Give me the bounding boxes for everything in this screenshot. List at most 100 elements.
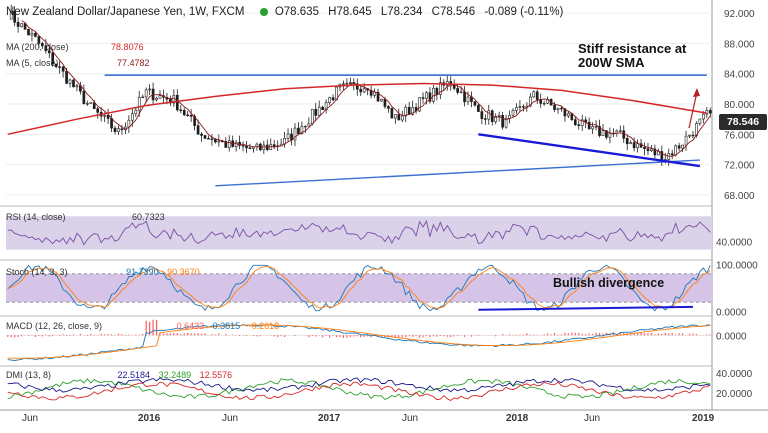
macd-hist-bar <box>191 333 192 335</box>
macd-hist-bar <box>239 335 240 336</box>
candle-body <box>560 108 562 109</box>
candle-body <box>536 92 538 100</box>
macd-hist-bar <box>436 335 437 336</box>
chart-header: New Zealand Dollar/Japanese Yen, 1W, FXC… <box>6 6 569 18</box>
macd-hist-bar <box>225 334 226 335</box>
macd-hist-bar <box>232 335 233 336</box>
candle-body <box>218 141 220 142</box>
macd-hist-bar <box>544 334 545 335</box>
macd-hist-bar <box>426 335 427 336</box>
dmi-legend[interactable]: DMI (13, 8) 22.5184 32.2489 12.5576 <box>6 370 232 380</box>
macd-hist-bar <box>253 335 254 336</box>
macd-legend[interactable]: MACD (12, 26, close, 9) 0.6433 0.3815 -0… <box>6 321 279 331</box>
candle-body <box>245 146 247 148</box>
macd-hist-bar <box>63 334 64 335</box>
candle-body <box>374 92 376 95</box>
macd-hist-bar <box>339 335 340 337</box>
macd-hist-bar <box>585 334 586 335</box>
candle-body <box>187 115 189 116</box>
time-tick-label: 2019 <box>692 413 715 424</box>
macd-hist-bar <box>104 334 105 335</box>
macd-hist-bar <box>561 334 562 335</box>
macd-hist-bar <box>59 335 60 336</box>
time-tick-label: 2018 <box>506 413 529 424</box>
macd-hist-bar <box>526 333 527 335</box>
macd-hist-bar <box>661 334 662 335</box>
macd-line-value: 0.3815 <box>213 321 241 331</box>
candle-body <box>315 109 317 115</box>
candle-body <box>498 115 500 116</box>
candle-body <box>709 110 711 113</box>
candle-body <box>311 109 313 123</box>
macd-hist-bar <box>509 334 510 335</box>
macd-hist-bar <box>523 335 524 336</box>
candle-body <box>595 126 597 127</box>
candle-body <box>643 147 645 148</box>
price-tick-label: 92.000 <box>724 9 755 20</box>
macd-hist-bar <box>530 335 531 336</box>
macd-hist-bar <box>177 333 178 335</box>
candle-body <box>93 103 95 109</box>
macd-hist-bar <box>429 335 430 337</box>
candle-body <box>235 142 237 146</box>
candle-body <box>515 107 517 110</box>
candle-body <box>519 106 521 107</box>
candle-body <box>76 86 78 87</box>
dmi-plus-value: 22.5184 <box>118 370 151 380</box>
candle-body <box>553 105 555 109</box>
candle-body <box>699 119 701 123</box>
price-tick-label: 68.000 <box>724 191 755 202</box>
rsi-legend[interactable]: RSI (14, close) 60.7323 <box>6 212 165 222</box>
time-tick-label: 2016 <box>138 413 161 424</box>
macd-hist-bar <box>409 335 410 336</box>
candle-body <box>671 154 673 155</box>
ohlc-low: L78.234 <box>381 6 423 18</box>
candle-body <box>322 107 324 110</box>
resistance-annotation-line1: Stiff resistance at <box>578 42 686 56</box>
last-price-tag: 78.546 <box>719 114 767 130</box>
candle-body <box>685 136 687 145</box>
macd-hist-bar <box>315 335 316 336</box>
candle-body <box>111 118 113 128</box>
symbol-title: New Zealand Dollar/Japanese Yen, 1W, FXC… <box>6 6 244 18</box>
candle-body <box>138 97 140 110</box>
candle-body <box>419 98 421 111</box>
candle-body <box>533 92 535 97</box>
macd-hist-bar <box>602 334 603 336</box>
candle-body <box>464 92 466 102</box>
macd-hist-bar <box>357 335 358 336</box>
macd-hist-bar <box>118 334 119 336</box>
candle-body <box>211 139 213 140</box>
ma5-legend[interactable]: MA (5, close) 77.4782 <box>6 58 150 68</box>
macd-hist-bar <box>211 334 212 335</box>
macd-hist-bar <box>665 333 666 335</box>
macd-hist-bar <box>647 333 648 335</box>
macd-hist-bar <box>571 333 572 336</box>
macd-hist-bar <box>360 335 361 337</box>
macd-hist-bar <box>38 335 39 336</box>
candle-body <box>702 114 704 119</box>
candle-body <box>121 129 123 130</box>
macd-hist-bar <box>519 335 520 336</box>
candle-body <box>391 108 393 118</box>
macd-hist-bar <box>14 335 15 337</box>
ma200-legend[interactable]: MA (200, close) 78.8076 <box>6 42 144 52</box>
macd-hist-bar <box>450 335 451 337</box>
candle-body <box>349 82 351 83</box>
candle-body <box>66 71 68 83</box>
macd-hist-bar <box>142 334 143 335</box>
candle-body <box>477 105 479 111</box>
price-tick-label: 80.000 <box>724 100 755 111</box>
macd-hist-bar <box>332 335 333 336</box>
candle-body <box>401 116 403 120</box>
candle-body <box>592 126 594 128</box>
candle-body <box>249 148 251 149</box>
price-tick-label: 72.000 <box>724 161 755 172</box>
stoch-legend[interactable]: Stoch (14, 3, 3) 91.7390 90.3670 <box>6 267 200 277</box>
resistance-annotation: Stiff resistance at 200W SMA <box>578 42 686 70</box>
candle-body <box>128 120 130 127</box>
dmi-label: DMI (13, 8) <box>6 370 51 380</box>
macd-hist-bar <box>696 334 697 335</box>
stoch-label: Stoch (14, 3, 3) <box>6 267 68 277</box>
